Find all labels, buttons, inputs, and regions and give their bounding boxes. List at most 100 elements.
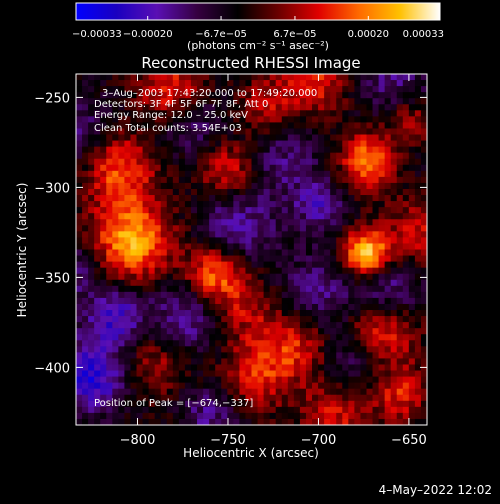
heatmap-cell — [281, 140, 289, 148]
heatmap-cell — [360, 310, 367, 317]
heatmap-cell — [275, 388, 283, 396]
heatmap-cell — [203, 219, 210, 226]
heatmap-cell — [312, 158, 319, 166]
heatmap-cell — [281, 316, 289, 323]
heatmap-cell — [124, 303, 131, 311]
heatmap-cell — [82, 328, 89, 335]
heatmap-cell — [318, 74, 325, 81]
heatmap-cell — [366, 328, 373, 335]
heatmap-cell — [190, 146, 198, 154]
heatmap-cell — [275, 195, 283, 202]
heatmap-cell — [154, 303, 162, 311]
heatmap-cell — [197, 182, 204, 190]
heatmap-cell — [396, 237, 404, 244]
heatmap-cell — [390, 104, 398, 111]
heatmap-cell — [293, 316, 301, 323]
heatmap-cell — [384, 134, 392, 141]
heatmap-cell — [148, 382, 156, 390]
heatmap-cell — [281, 134, 289, 141]
heatmap-cell — [106, 146, 113, 154]
heatmap-cell — [378, 225, 386, 232]
heatmap-cell — [251, 201, 258, 208]
heatmap-cell — [384, 346, 392, 353]
heatmap-cell — [342, 388, 349, 396]
heatmap-cell — [269, 322, 277, 329]
heatmap-cell — [275, 74, 283, 81]
heatmap-cell — [88, 418, 95, 425]
heatmap-cell — [76, 388, 83, 396]
heatmap-cell — [245, 74, 252, 81]
heatmap-cell — [336, 291, 343, 299]
heatmap-cell — [172, 116, 180, 123]
heatmap-cell — [372, 116, 379, 123]
heatmap-cell — [390, 243, 398, 250]
heatmap-cell — [130, 316, 137, 323]
heatmap-cell — [366, 176, 373, 184]
heatmap-cell — [88, 255, 95, 262]
heatmap-cell — [281, 128, 289, 135]
heatmap-cell — [281, 297, 289, 305]
heatmap-cell — [293, 104, 301, 111]
heatmap-cell — [172, 182, 180, 190]
heatmap-cell — [88, 140, 95, 148]
heatmap-cell — [136, 116, 143, 123]
heatmap-cell — [172, 243, 180, 250]
heatmap-cell — [299, 170, 307, 178]
heatmap-cell — [305, 328, 313, 335]
heatmap-cell — [94, 140, 101, 148]
heatmap-cell — [166, 406, 174, 414]
heatmap-cell — [197, 188, 204, 196]
colorbar-tick-label: −0.00033 — [72, 29, 122, 40]
heatmap-cell — [420, 225, 427, 232]
heatmap-cell — [318, 316, 325, 323]
heatmap-cell — [130, 388, 137, 396]
heatmap-cell — [148, 188, 156, 196]
heatmap-cell — [190, 213, 198, 220]
heatmap-cell — [239, 86, 246, 93]
heatmap-cell — [233, 249, 240, 256]
heatmap-cell — [197, 352, 204, 359]
heatmap-cell — [366, 243, 373, 250]
heatmap-cell — [88, 352, 95, 359]
heatmap-cell — [221, 219, 228, 226]
heatmap-cell — [190, 340, 198, 347]
heatmap-cell — [124, 243, 131, 250]
heatmap-cell — [76, 310, 83, 317]
heatmap-cell — [172, 80, 180, 87]
heatmap-cell — [384, 370, 392, 377]
heatmap-cell — [269, 225, 277, 232]
heatmap-cell — [275, 158, 283, 166]
heatmap-cell — [342, 128, 349, 135]
heatmap-cell — [209, 201, 216, 208]
heatmap-cell — [251, 285, 258, 293]
heatmap-cell — [275, 170, 283, 178]
heatmap-cell — [312, 104, 319, 111]
heatmap-cell — [136, 291, 143, 299]
heatmap-cell — [305, 225, 313, 232]
heatmap-cell — [378, 92, 386, 99]
heatmap-cell — [190, 316, 198, 323]
heatmap-cell — [366, 225, 373, 232]
heatmap-cell — [221, 394, 228, 402]
heatmap-cell — [106, 285, 113, 293]
heatmap-cell — [239, 310, 246, 317]
heatmap-cell — [106, 273, 113, 281]
heatmap-cell — [275, 98, 283, 105]
heatmap-cell — [112, 316, 119, 323]
heatmap-cell — [263, 104, 271, 111]
heatmap-cell — [318, 213, 325, 220]
heatmap-cell — [257, 334, 264, 341]
heatmap-cell — [88, 400, 95, 408]
heatmap-cell — [112, 261, 119, 269]
heatmap-cell — [318, 340, 325, 347]
heatmap-cell — [408, 328, 416, 335]
heatmap-cell — [227, 170, 234, 178]
heatmap-cell — [118, 201, 125, 208]
heatmap-cell — [390, 297, 398, 305]
heatmap-cell — [178, 213, 186, 220]
heatmap-cell — [269, 122, 277, 129]
heatmap-cell — [203, 255, 210, 262]
heatmap-cell — [305, 152, 313, 160]
heatmap-cell — [396, 249, 404, 256]
heatmap-cell — [275, 406, 283, 414]
